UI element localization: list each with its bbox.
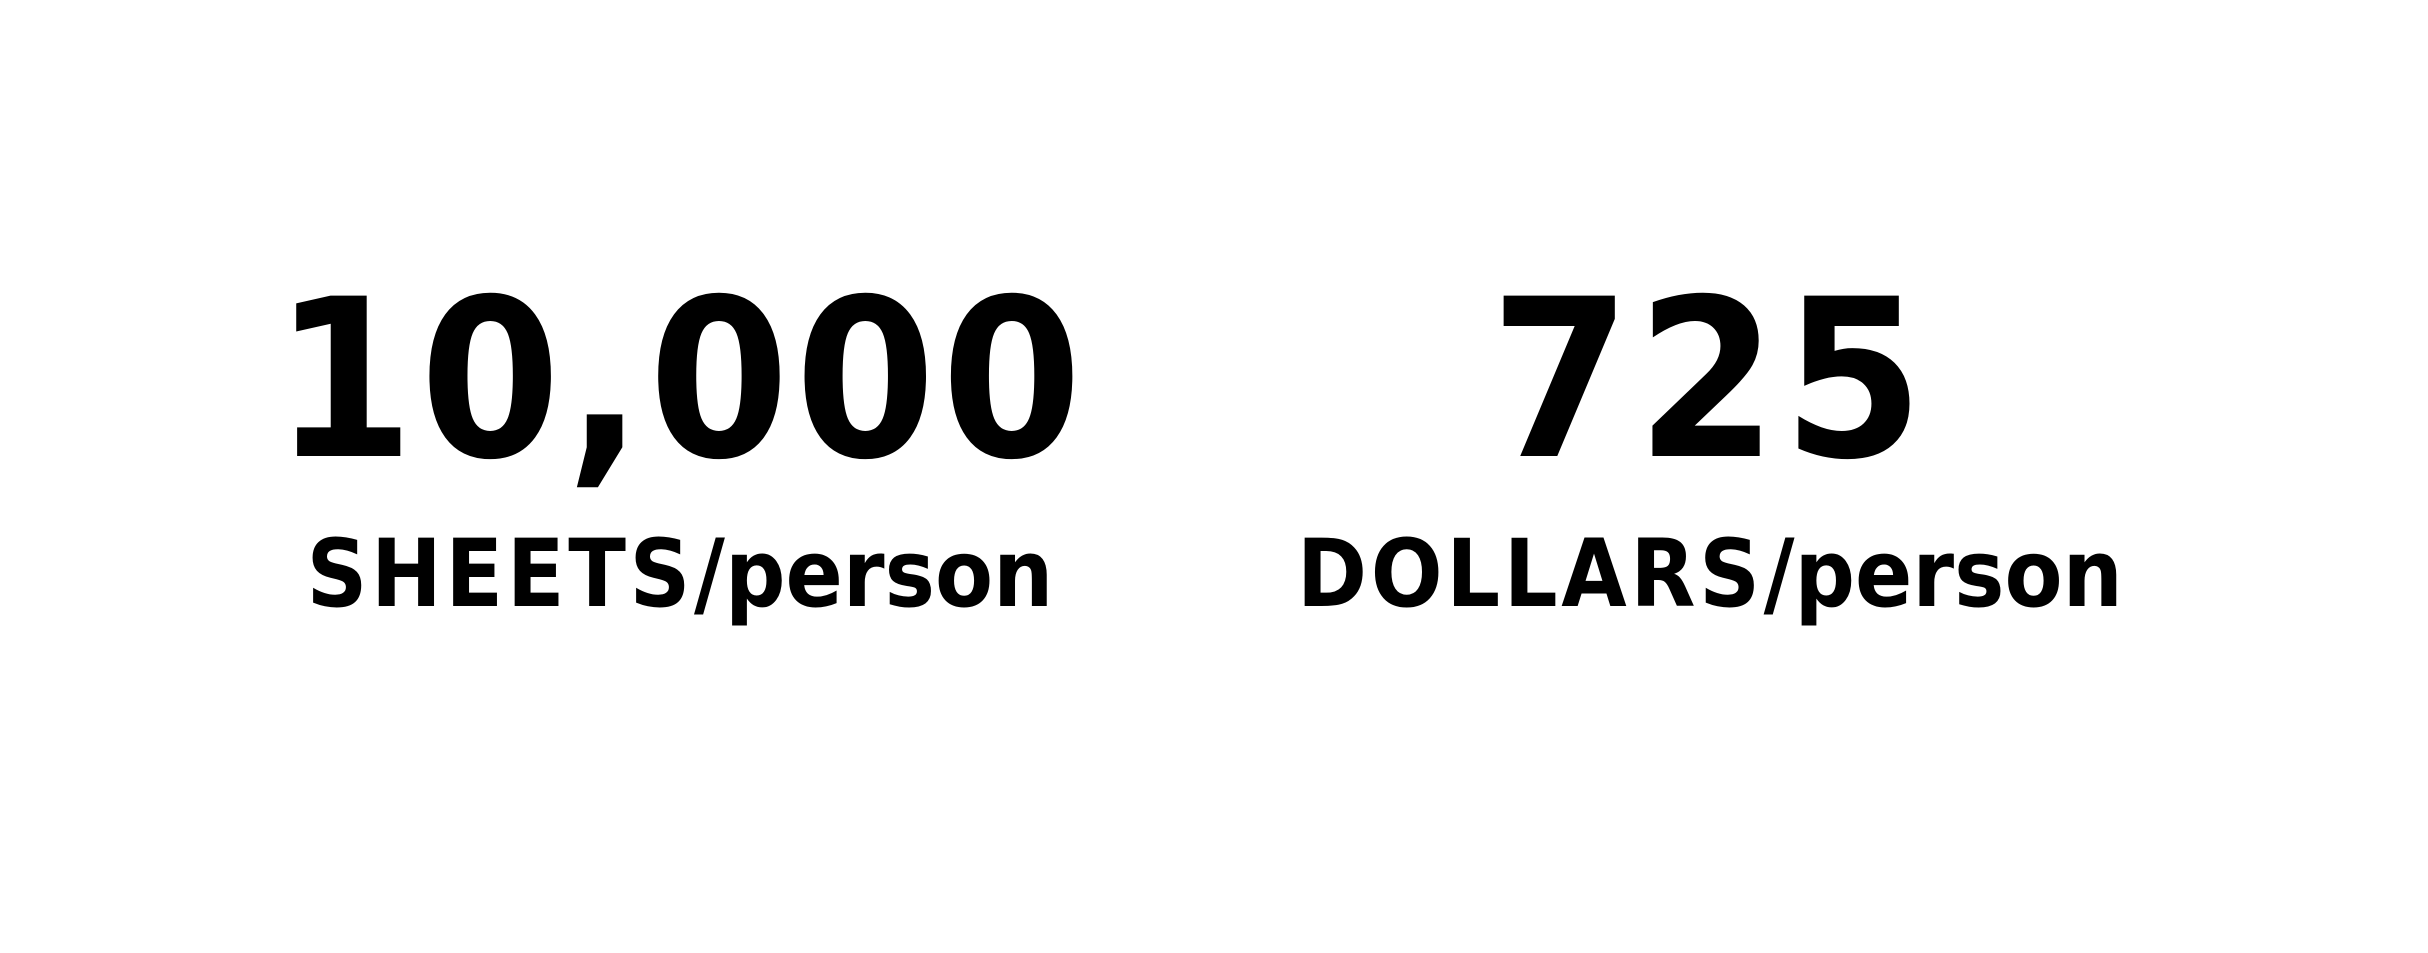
stat-value-sheets: 10,000 [272, 252, 1088, 508]
stat-value-dollars: 725 [1490, 252, 1930, 508]
stat-unit-sheets: SHEETS [306, 520, 695, 629]
stat-per-dollars: /person [1763, 520, 2123, 629]
stat-sheets: 10,000 SHEETS/person [273, 270, 1082, 622]
stat-dollars: 725 DOLLARS/person [1260, 270, 2160, 622]
stat-per-sheets: /person [694, 520, 1054, 629]
stat-caption-sheets: SHEETS/person [307, 528, 1054, 622]
stat-unit-dollars: DOLLARS [1297, 520, 1764, 629]
stat-caption-dollars: DOLLARS/person [1297, 528, 2123, 622]
